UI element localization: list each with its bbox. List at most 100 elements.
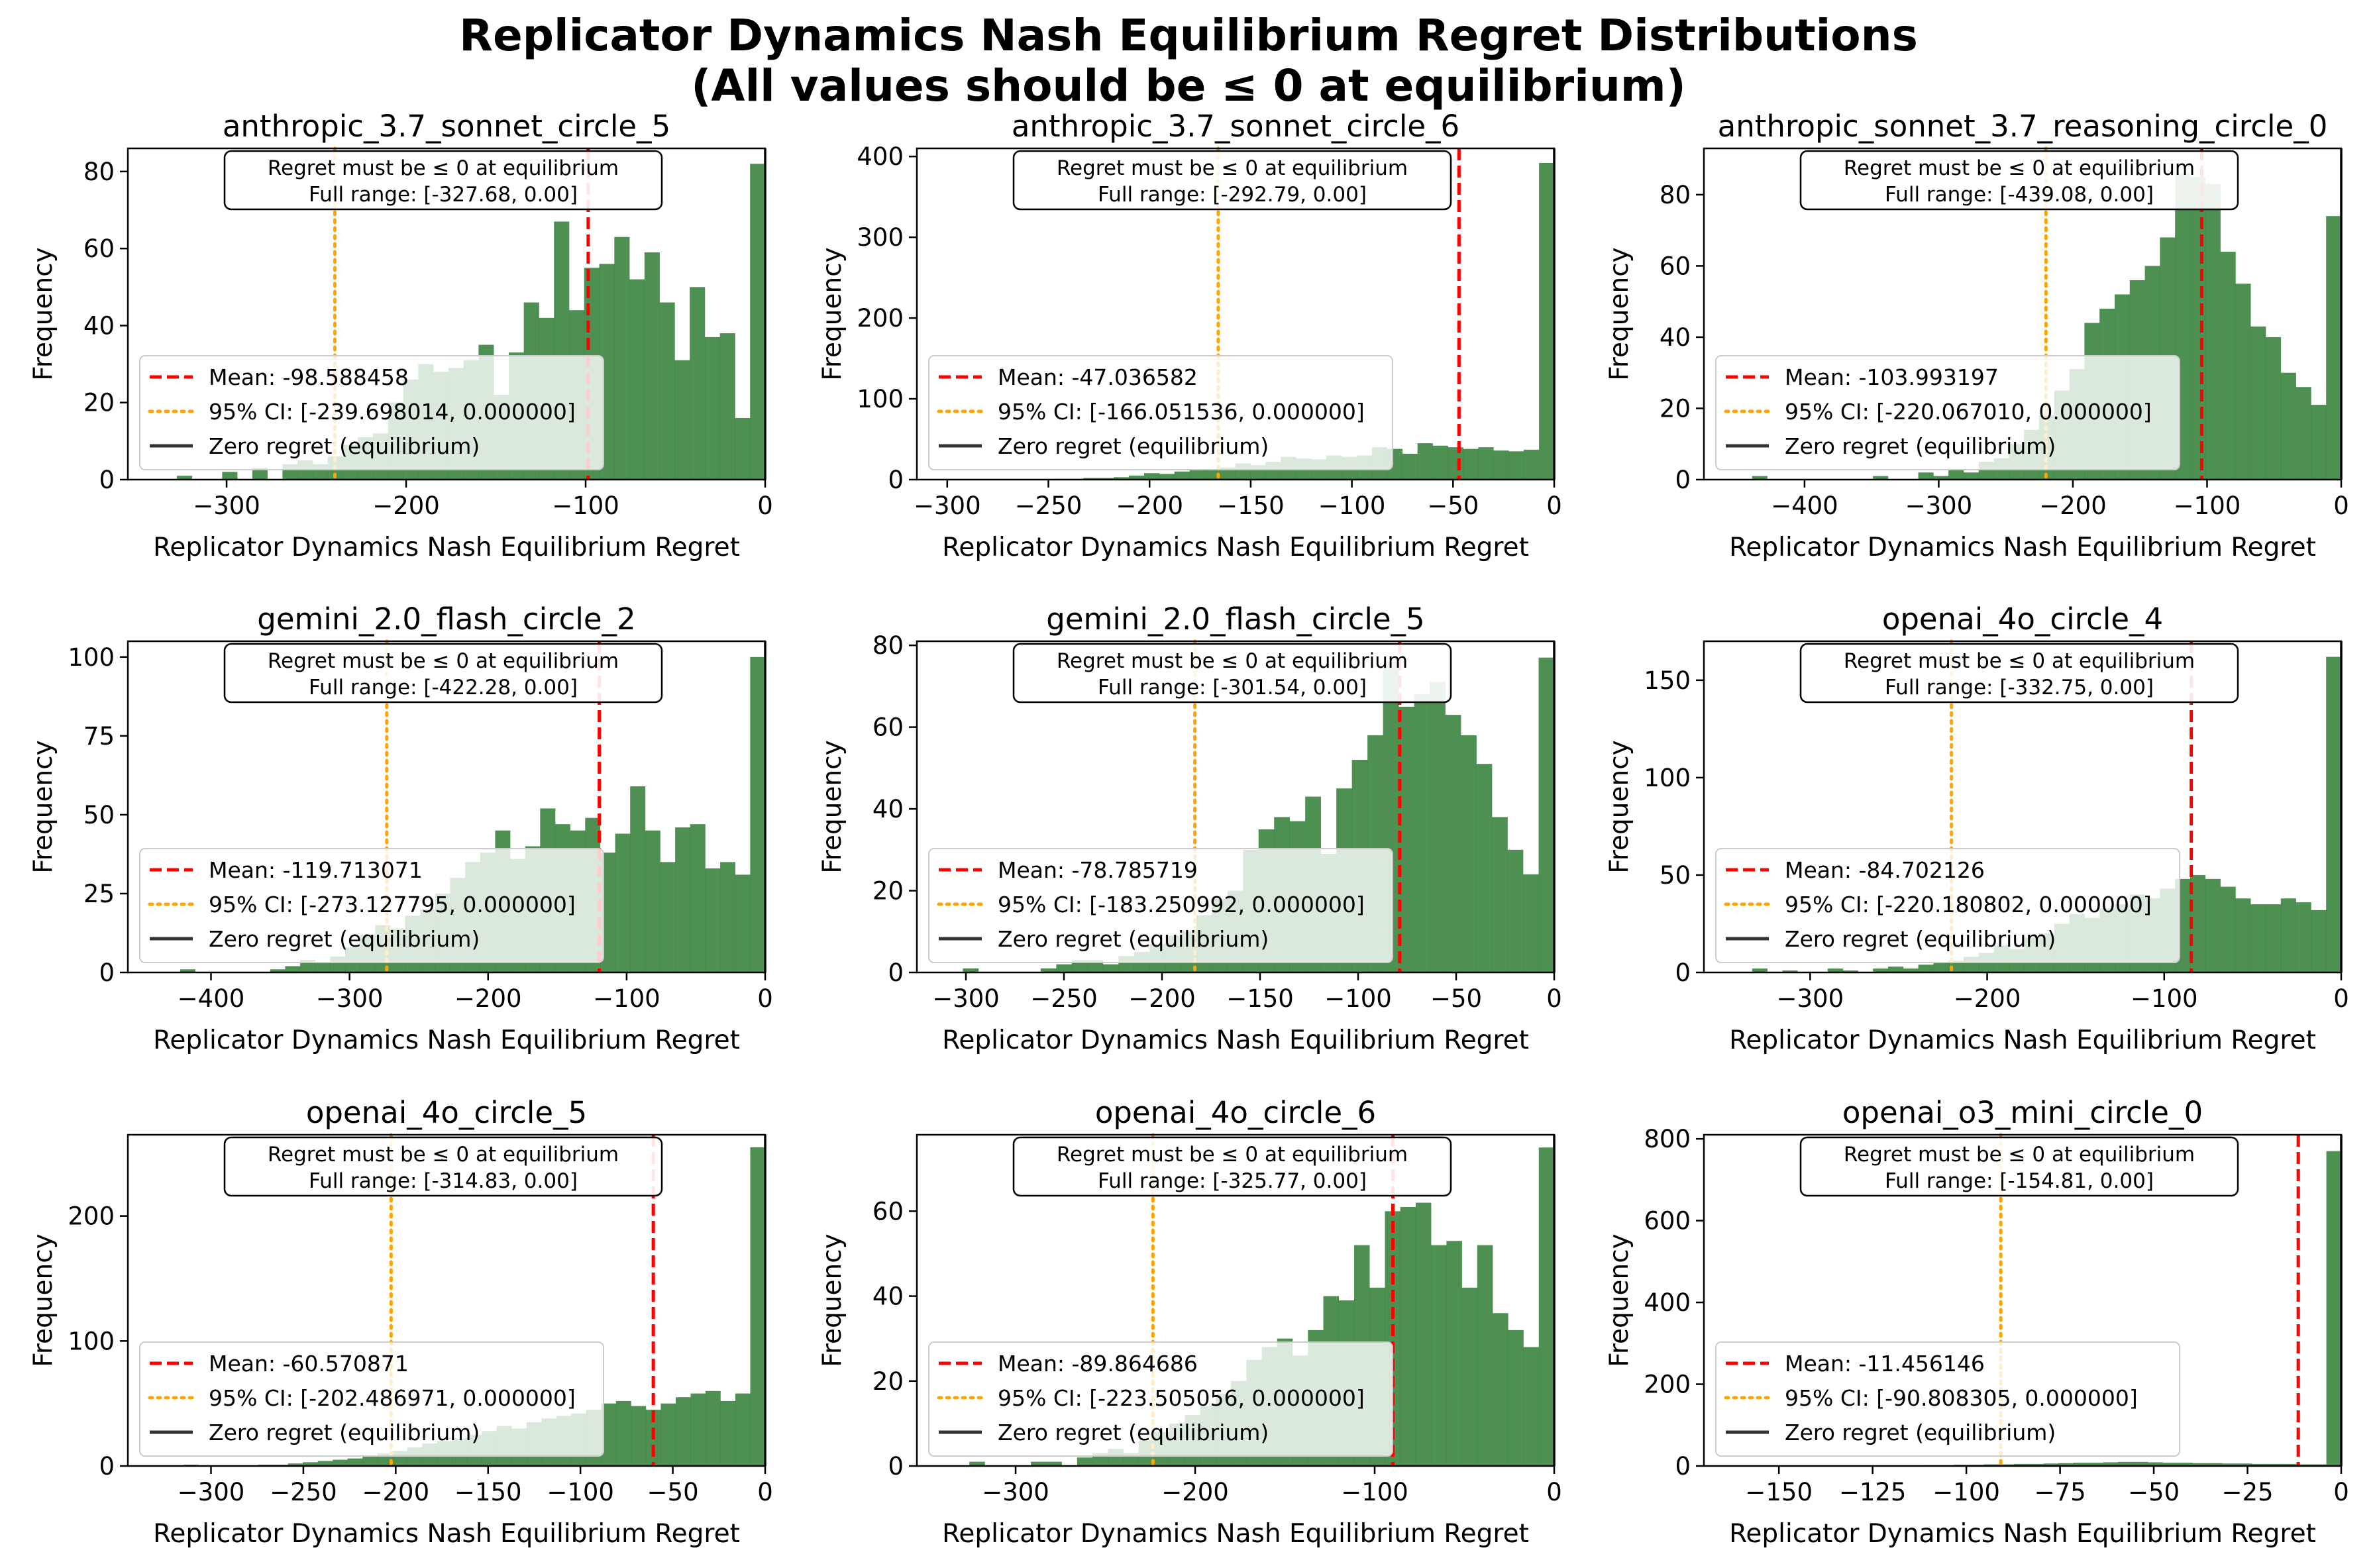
annotation-box [223,643,663,704]
histogram-bar [2326,216,2342,480]
histogram-bar [1046,1461,1062,1466]
y-tick-label: 20 [1660,394,1691,423]
histogram-bar [2118,1461,2133,1466]
x-tick-label: −250 [1015,492,1083,520]
x-tick-label: −100 [1318,492,1386,520]
axes-frame [127,1133,766,1467]
histogram-bar [750,164,766,480]
histogram-bar [704,337,720,480]
histogram-bar [659,302,675,480]
legend-entry: 95% CI: [-239.698014, 0.000000] [209,399,576,425]
x-tick-label: −400 [1771,492,1838,520]
legend-entry: 95% CI: [-183.250992, 0.000000] [998,892,1365,917]
histogram-bar [690,824,706,972]
histogram-bar [303,1462,319,1466]
x-tick-label: 0 [757,492,773,520]
y-tick-label: 100 [1644,764,1691,792]
legend-entry: Mean: -47.036582 [998,364,1198,390]
histogram-bar [1159,474,1175,480]
x-tick-label: −50 [2128,1478,2180,1506]
figure-title-line1: Replicator Dynamics Nash Equilibrium Reg… [459,10,1918,61]
histogram-bar [1539,162,1555,480]
histogram-bar [2220,251,2236,480]
histogram-bar [735,1393,751,1466]
histogram-bar [1933,476,1949,480]
histogram-bar [1400,1206,1416,1466]
histogram-bar [1399,706,1414,972]
y-axis-label: Frequency [28,247,58,380]
histogram-bar [1948,468,1964,480]
legend-entry: 95% CI: [-166.051536, 0.000000] [998,399,1365,425]
x-tick-label: 0 [2333,984,2349,1013]
histogram-bar [2162,1463,2178,1466]
legend-box [139,355,604,470]
histogram-bar [720,1400,736,1466]
x-tick-label: −200 [1116,492,1183,520]
figure-title: Replicator Dynamics Nash Equilibrium Reg… [0,11,2377,111]
histogram-bar [288,1463,303,1466]
y-tick-label: 60 [872,713,904,742]
annotation-range-text: Full range: [-292.79, 0.00] [1098,183,1367,207]
histogram-bar [2205,878,2221,972]
histogram-bar [285,966,301,972]
y-tick-label: 20 [872,877,904,906]
x-tick-label: 0 [2333,492,2349,520]
histogram-bar [615,833,631,972]
y-tick-label: 0 [99,959,115,987]
y-tick-label: 200 [1644,1371,1691,1399]
y-tick-label: 50 [83,801,115,829]
histogram-bar [630,786,646,972]
histogram-bar [2296,902,2311,972]
histogram-bar [1463,448,1479,480]
legend-entry: Mean: -78.785719 [998,857,1198,883]
histogram-bar [1827,968,1843,972]
histogram-bar [660,1403,676,1466]
legend-box [139,1341,604,1457]
legend-entry: Mean: -119.713071 [209,857,423,883]
histogram-bar [1461,1287,1478,1466]
histogram-bar [317,1461,333,1466]
histogram-bar [2207,1463,2223,1466]
histogram-bar [2029,1463,2044,1466]
histogram-bar [660,862,676,972]
y-tick-label: 0 [1675,959,1691,987]
x-axis-label: Replicator Dynamics Nash Equilibrium Reg… [1729,1025,2316,1055]
histogram-bar [644,252,660,480]
x-tick-label: −300 [1905,492,1973,520]
histogram-bar [601,1403,617,1466]
annotation-text: Regret must be ≤ 0 at equilibrium [268,1143,619,1167]
subplot-title: gemini_2.0_flash_circle_5 [1046,601,1424,637]
subplot-title: openai_4o_circle_6 [1095,1095,1376,1130]
histogram-bar [1873,476,1889,480]
y-tick-label: 200 [68,1202,115,1231]
histogram-bar [1031,1461,1047,1466]
x-axis-label: Replicator Dynamics Nash Equilibrium Reg… [942,1025,1529,1055]
annotation-range-text: Full range: [-154.81, 0.00] [1885,1169,2154,1193]
y-tick-label: 80 [1660,181,1691,209]
x-tick-label: −100 [593,984,660,1013]
histogram-bar [1493,450,1509,480]
annotation-range-text: Full range: [-327.68, 0.00] [309,183,578,207]
y-tick-label: 20 [83,389,115,417]
histogram-bar [690,1393,706,1466]
y-tick-label: 40 [872,795,904,823]
histogram-bar [675,827,691,972]
axes-frame [127,147,766,481]
histogram-bar [347,1458,363,1466]
y-tick-label: 40 [872,1282,904,1311]
histogram-bar [969,1461,985,1466]
annotation-box [1012,643,1452,704]
histogram-bar [1431,1245,1447,1466]
annotation-box [1012,150,1452,211]
y-axis-label: Frequency [818,1233,847,1367]
y-axis-label: Frequency [28,1233,58,1367]
x-tick-label: −300 [193,492,260,520]
histogram-bar [615,1400,631,1466]
legend-entry: Zero regret (equilibrium) [209,926,480,952]
histogram-bar [2235,284,2251,480]
histogram-bar [1918,472,1934,480]
histogram-bar [735,417,751,480]
legend-box [1715,355,2180,470]
subplot-title: openai_4o_circle_5 [306,1095,587,1130]
y-tick-label: 60 [872,1197,904,1226]
